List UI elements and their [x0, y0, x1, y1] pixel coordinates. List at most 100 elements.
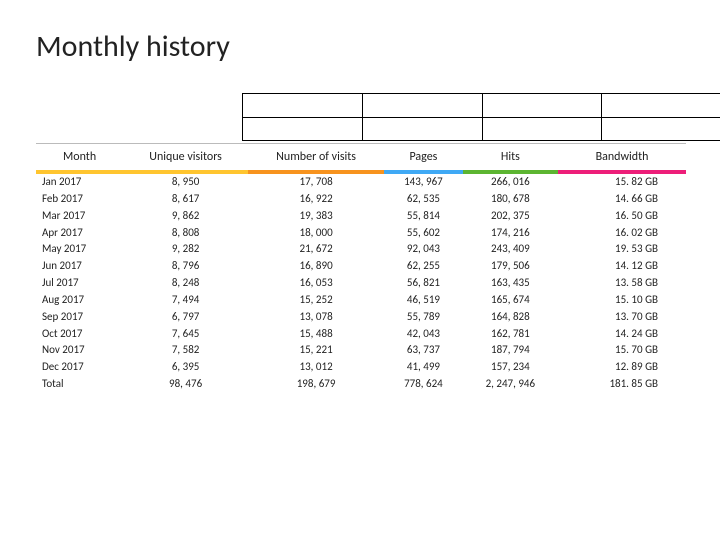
col-header-visits: Number of visits: [248, 144, 384, 173]
cell-month: Mar 2017: [36, 208, 123, 225]
cell-unique: 6, 395: [123, 359, 248, 376]
cell-hits: 187, 794: [463, 342, 558, 359]
cell-bandwidth: 16. 50 GB: [558, 208, 686, 225]
table-header-row: Month Unique visitors Number of visits P…: [36, 144, 686, 173]
col-header-bandwidth: Bandwidth: [558, 144, 686, 173]
cell-month: Jan 2017: [36, 172, 123, 191]
table-row: Jan 20178, 95017, 708143, 967266, 01615.…: [36, 172, 686, 191]
cell-pages: 92, 043: [384, 241, 463, 258]
table-row: Jul 20178, 24816, 05356, 821163, 43513. …: [36, 275, 686, 292]
cell-bandwidth: 13. 58 GB: [558, 275, 686, 292]
cell-month: Feb 2017: [36, 191, 123, 208]
cell-pages: 55, 789: [384, 309, 463, 326]
cell-hits: 243, 409: [463, 241, 558, 258]
cell-month: Jul 2017: [36, 275, 123, 292]
cell-bandwidth: 12. 89 GB: [558, 359, 686, 376]
cell-unique: 6, 797: [123, 309, 248, 326]
chart-midline: [242, 117, 720, 118]
cell-hits: 164, 828: [463, 309, 558, 326]
cell-bandwidth: 19. 53 GB: [558, 241, 686, 258]
cell-unique: 7, 645: [123, 326, 248, 343]
cell-visits: 16, 053: [248, 275, 384, 292]
cell-hits: 163, 435: [463, 275, 558, 292]
cell-unique: 98, 476: [123, 376, 248, 393]
cell-bandwidth: 14. 12 GB: [558, 258, 686, 275]
cell-bandwidth: 181. 85 GB: [558, 376, 686, 393]
cell-hits: 162, 781: [463, 326, 558, 343]
cell-month: Oct 2017: [36, 326, 123, 343]
cell-hits: 179, 506: [463, 258, 558, 275]
table-row: Dec 20176, 39513, 01241, 499157, 23412. …: [36, 359, 686, 376]
cell-visits: 19, 383: [248, 208, 384, 225]
cell-unique: 9, 862: [123, 208, 248, 225]
cell-visits: 15, 221: [248, 342, 384, 359]
table-row: Total98, 476198, 679778, 6242, 247, 9461…: [36, 376, 686, 393]
cell-bandwidth: 14. 66 GB: [558, 191, 686, 208]
cell-bandwidth: 14. 24 GB: [558, 326, 686, 343]
table-row: Sep 20176, 79713, 07855, 789164, 82813. …: [36, 309, 686, 326]
table-row: Mar 20179, 86219, 38355, 814202, 37516. …: [36, 208, 686, 225]
cell-unique: 9, 282: [123, 241, 248, 258]
col-header-month: Month: [36, 144, 123, 173]
cell-unique: 8, 617: [123, 191, 248, 208]
cell-hits: 266, 016: [463, 172, 558, 191]
table-row: Aug 20177, 49415, 25246, 519165, 67415. …: [36, 292, 686, 309]
cell-unique: 7, 582: [123, 342, 248, 359]
cell-month: Sep 2017: [36, 309, 123, 326]
cell-visits: 13, 012: [248, 359, 384, 376]
cell-unique: 8, 248: [123, 275, 248, 292]
cell-visits: 15, 252: [248, 292, 384, 309]
cell-visits: 15, 488: [248, 326, 384, 343]
col-header-unique: Unique visitors: [123, 144, 248, 173]
cell-pages: 63, 737: [384, 342, 463, 359]
cell-pages: 55, 602: [384, 225, 463, 242]
cell-month: Apr 2017: [36, 225, 123, 242]
table-row: Feb 20178, 61716, 92262, 535180, 67814. …: [36, 191, 686, 208]
history-table: Month Unique visitors Number of visits P…: [36, 143, 686, 393]
col-header-hits: Hits: [463, 144, 558, 173]
cell-visits: 17, 708: [248, 172, 384, 191]
cell-hits: 180, 678: [463, 191, 558, 208]
cell-bandwidth: 15. 70 GB: [558, 342, 686, 359]
cell-visits: 16, 922: [248, 191, 384, 208]
cell-pages: 62, 255: [384, 258, 463, 275]
cell-visits: 13, 078: [248, 309, 384, 326]
cell-bandwidth: 15. 82 GB: [558, 172, 686, 191]
cell-month: Nov 2017: [36, 342, 123, 359]
cell-pages: 46, 519: [384, 292, 463, 309]
table-row: May 20179, 28221, 67292, 043243, 40919. …: [36, 241, 686, 258]
cell-unique: 8, 796: [123, 258, 248, 275]
cell-month: Dec 2017: [36, 359, 123, 376]
cell-month: Jun 2017: [36, 258, 123, 275]
cell-month: Total: [36, 376, 123, 393]
cell-visits: 16, 890: [248, 258, 384, 275]
cell-pages: 143, 967: [384, 172, 463, 191]
cell-month: May 2017: [36, 241, 123, 258]
cell-hits: 165, 674: [463, 292, 558, 309]
col-header-pages: Pages: [384, 144, 463, 173]
table-row: Nov 20177, 58215, 22163, 737187, 79415. …: [36, 342, 686, 359]
cell-bandwidth: 15. 10 GB: [558, 292, 686, 309]
cell-hits: 2, 247, 946: [463, 376, 558, 393]
cell-pages: 778, 624: [384, 376, 463, 393]
cell-bandwidth: 16. 02 GB: [558, 225, 686, 242]
cell-pages: 41, 499: [384, 359, 463, 376]
chart-grid: [242, 93, 720, 141]
cell-visits: 198, 679: [248, 376, 384, 393]
cell-unique: 7, 494: [123, 292, 248, 309]
cell-hits: 174, 216: [463, 225, 558, 242]
page-title: Monthly history: [36, 28, 684, 65]
table-head: Month Unique visitors Number of visits P…: [36, 144, 686, 173]
table-row: Oct 20177, 64515, 48842, 043162, 78114. …: [36, 326, 686, 343]
cell-pages: 56, 821: [384, 275, 463, 292]
cell-visits: 18, 000: [248, 225, 384, 242]
table-body: Jan 20178, 95017, 708143, 967266, 01615.…: [36, 172, 686, 393]
mini-chart: [242, 93, 720, 141]
cell-month: Aug 2017: [36, 292, 123, 309]
cell-hits: 157, 234: [463, 359, 558, 376]
cell-unique: 8, 950: [123, 172, 248, 191]
table-row: Apr 20178, 80818, 00055, 602174, 21616. …: [36, 225, 686, 242]
cell-pages: 55, 814: [384, 208, 463, 225]
cell-pages: 42, 043: [384, 326, 463, 343]
cell-visits: 21, 672: [248, 241, 384, 258]
